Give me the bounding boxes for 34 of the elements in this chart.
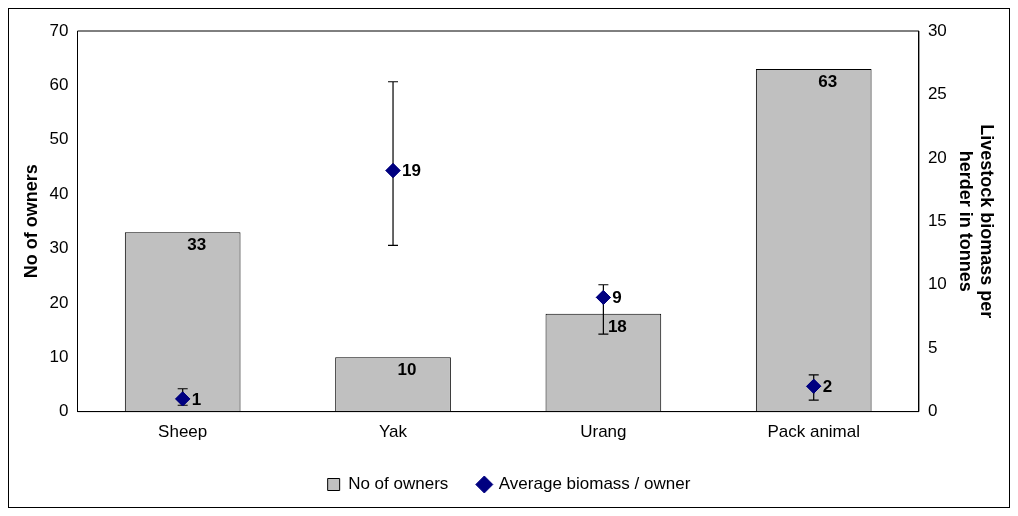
y-tick-label: 20 — [49, 292, 69, 312]
point — [385, 163, 401, 179]
x-tick-label: Sheep — [158, 422, 208, 442]
y-tick-label: 0 — [59, 401, 69, 421]
y-tick-label: 60 — [49, 75, 69, 95]
y2-tick-label: 15 — [927, 210, 947, 230]
y2-tick-label: 20 — [927, 147, 947, 167]
y-tick-label: 30 — [49, 238, 69, 258]
y-tick-label: 40 — [49, 183, 69, 203]
data-label: 10 — [397, 360, 417, 380]
x-tick-label: Pack animal — [767, 422, 861, 442]
y2-tick-label: 0 — [927, 401, 938, 421]
y2-tick-label: 25 — [927, 84, 947, 104]
y-axis-title: No of owners — [20, 164, 41, 279]
y-tick-label: 70 — [49, 20, 69, 40]
x-tick-label: Urang — [580, 422, 627, 442]
data-label: 33 — [187, 235, 207, 255]
y2-tick-label: 10 — [927, 274, 947, 294]
y-tick-label: 10 — [49, 346, 69, 366]
data-label: 18 — [607, 316, 627, 336]
y2-tick-label: 5 — [927, 337, 938, 357]
x-tick-label: Yak — [379, 422, 408, 442]
data-label: 1 — [191, 389, 202, 409]
point — [595, 289, 611, 305]
data-label: 19 — [402, 161, 421, 181]
legend-label: No of owners — [348, 474, 449, 494]
data-label: 9 — [612, 288, 622, 308]
data-label: 63 — [818, 72, 838, 92]
y2-tick-label: 30 — [927, 20, 947, 40]
data-label: 2 — [822, 376, 833, 396]
y-tick-label: 50 — [49, 129, 69, 149]
point — [806, 378, 822, 394]
y2-axis-title: Livestock biomass per herder in tonnes — [955, 124, 998, 319]
legend-label: Average biomass / owner — [498, 474, 691, 494]
